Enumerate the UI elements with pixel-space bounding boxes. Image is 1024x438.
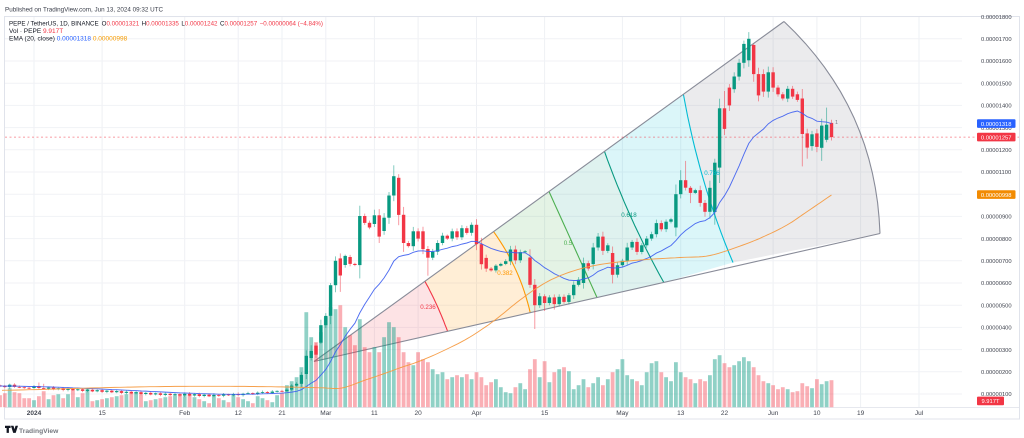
svg-text:Jul: Jul	[915, 410, 924, 417]
svg-text:0.00000100: 0.00000100	[981, 392, 1012, 398]
svg-text:0.00001600: 0.00001600	[981, 59, 1012, 65]
svg-text:10: 10	[813, 410, 821, 417]
svg-text:0.00001700: 0.00001700	[981, 37, 1012, 43]
svg-text:Jun: Jun	[768, 410, 779, 417]
svg-text:0.382: 0.382	[497, 270, 513, 277]
svg-text:Apr: Apr	[471, 410, 482, 417]
svg-text:0.00001257: 0.00001257	[981, 135, 1012, 141]
svg-text:0.00001318: 0.00001318	[981, 122, 1012, 128]
svg-text:0.00001400: 0.00001400	[981, 104, 1012, 110]
svg-text:13: 13	[677, 410, 685, 417]
svg-text:2024: 2024	[27, 410, 42, 417]
svg-text:0.00001500: 0.00001500	[981, 81, 1012, 87]
svg-text:0.00001200: 0.00001200	[981, 148, 1012, 154]
svg-text:19: 19	[857, 410, 865, 417]
svg-text:12: 12	[235, 410, 243, 417]
svg-text:9.917T: 9.917T	[981, 399, 1000, 405]
svg-text:0.236: 0.236	[420, 304, 436, 311]
svg-text:0.786: 0.786	[704, 170, 720, 177]
svg-text:0.00001100: 0.00001100	[981, 170, 1011, 176]
svg-text:0.00000500: 0.00000500	[981, 303, 1012, 309]
svg-text:TradingView: TradingView	[19, 428, 59, 435]
svg-text:20: 20	[414, 410, 422, 417]
svg-text:0.618: 0.618	[621, 212, 637, 219]
svg-text:0.00000998: 0.00000998	[981, 193, 1012, 199]
svg-text:Mar: Mar	[320, 410, 332, 417]
svg-text:0.00000400: 0.00000400	[981, 326, 1012, 332]
svg-text:15: 15	[98, 410, 106, 417]
svg-text:0.00001300: 0.00001300	[981, 126, 1012, 132]
svg-text:0.00000800: 0.00000800	[981, 237, 1012, 243]
svg-text:0.00000600: 0.00000600	[981, 281, 1012, 287]
svg-text:0.00000700: 0.00000700	[981, 259, 1012, 265]
svg-text:May: May	[616, 410, 629, 417]
svg-text:0.00001800: 0.00001800	[981, 15, 1012, 21]
svg-text:EMA (20, close) 0.00001318 0.0: EMA (20, close) 0.00001318 0.00000998	[9, 36, 128, 43]
svg-text:0.00000300: 0.00000300	[981, 348, 1012, 354]
svg-text:1: 1	[835, 120, 838, 126]
svg-text:Published on TradingView.com,: Published on TradingView.com, Jun 13, 20…	[5, 7, 164, 14]
svg-text:21: 21	[278, 410, 286, 417]
svg-text:11: 11	[371, 410, 378, 417]
svg-text:22: 22	[721, 410, 729, 417]
svg-text:Vol · PEPE 9.917T: Vol · PEPE 9.917T	[9, 28, 63, 35]
svg-text:0.00000900: 0.00000900	[981, 215, 1012, 221]
svg-text:0.00000200: 0.00000200	[981, 370, 1012, 376]
svg-text:Feb: Feb	[179, 410, 191, 417]
svg-text:15: 15	[541, 410, 549, 417]
svg-text:0.5: 0.5	[564, 240, 573, 247]
